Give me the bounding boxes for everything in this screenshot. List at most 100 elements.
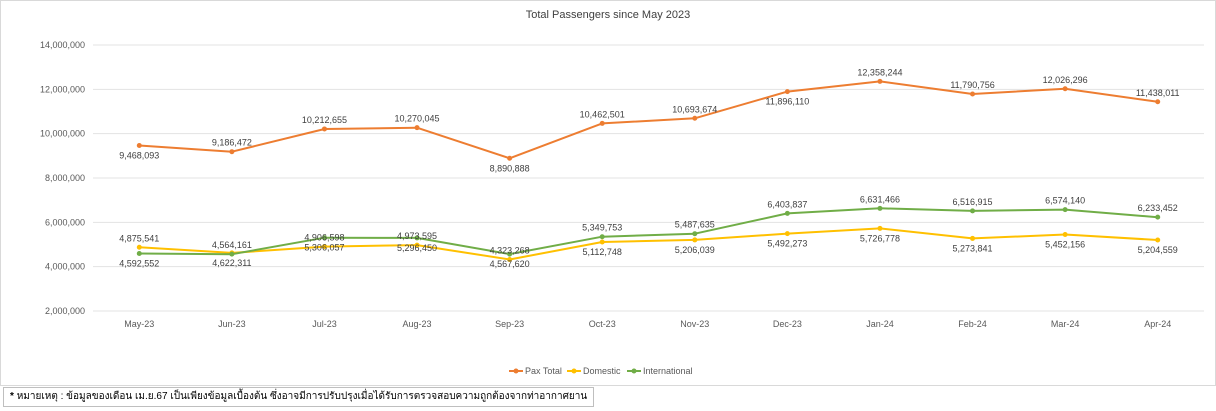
data-point: [136, 244, 142, 250]
data-point: [970, 208, 976, 214]
y-tick-label: 4,000,000: [45, 262, 85, 272]
data-label: 6,403,837: [767, 199, 807, 209]
x-tick-label: Apr-24: [1144, 319, 1171, 329]
x-tick-label: Mar-24: [1051, 319, 1080, 329]
y-tick-label: 14,000,000: [40, 40, 85, 50]
footnote-marker: *: [10, 391, 14, 402]
data-label: 10,462,501: [580, 109, 625, 119]
data-point: [692, 231, 698, 237]
data-point: [1155, 99, 1161, 105]
data-label: 12,358,244: [857, 67, 902, 77]
data-point: [229, 251, 235, 257]
data-label: 5,726,778: [860, 233, 900, 243]
data-label: 4,323,268: [490, 246, 530, 256]
x-tick-label: Jul-23: [312, 319, 337, 329]
data-point: [784, 231, 790, 237]
data-point: [1062, 207, 1068, 213]
x-tick-label: May-23: [124, 319, 154, 329]
data-label: 9,186,472: [212, 138, 252, 148]
data-label: 4,906,598: [304, 233, 344, 243]
series-line-domestic: [139, 227, 1158, 261]
data-point: [877, 205, 883, 211]
data-label: 5,112,748: [583, 247, 622, 257]
data-point: [414, 235, 420, 241]
data-point: [784, 89, 790, 95]
data-label: 6,631,466: [860, 194, 900, 204]
data-point: [1155, 237, 1161, 243]
data-labels: 9,468,093 9,186,472 10,212,655 10,270,045 8,…: [119, 67, 1179, 269]
legend-label: Pax Total: [525, 366, 562, 376]
data-label: 12,026,296: [1043, 75, 1088, 85]
y-tick-label: 2,000,000: [45, 306, 85, 316]
legend-marker: [631, 368, 637, 374]
legend-marker: [571, 368, 577, 374]
chart-title: Total Passengers since May 2023: [526, 9, 690, 21]
data-label: 5,492,273: [767, 239, 807, 249]
data-label: 4,567,620: [490, 259, 530, 269]
data-point: [1062, 86, 1068, 92]
x-tick-label: Oct-23: [589, 319, 616, 329]
data-label: 5,349,753: [582, 223, 622, 233]
data-label: 5,452,156: [1045, 239, 1085, 249]
data-label: 6,516,915: [953, 197, 993, 207]
x-tick-label: Feb-24: [958, 319, 987, 329]
line-chart: Total Passengers since May 2023 2,000,00…: [40, 9, 1204, 376]
data-point: [1062, 231, 1068, 237]
data-point: [321, 126, 327, 132]
data-label: 4,592,552: [119, 259, 159, 269]
data-point: [599, 120, 605, 126]
data-point: [321, 235, 327, 241]
data-label: 10,270,045: [395, 114, 440, 124]
data-point: [877, 78, 883, 84]
data-point: [1155, 214, 1161, 220]
x-tick-label: Jun-23: [218, 319, 246, 329]
data-label: 5,206,039: [675, 245, 715, 255]
data-label: 4,622,311: [212, 258, 251, 268]
x-tick-label: Sep-23: [495, 319, 524, 329]
data-label: 11,790,756: [950, 80, 994, 90]
data-label: 5,306,057: [304, 243, 344, 253]
data-label: 10,693,674: [672, 104, 717, 114]
data-point: [136, 142, 142, 148]
data-point: [692, 115, 698, 121]
data-point: [507, 251, 513, 257]
data-label: 10,212,655: [302, 115, 347, 125]
data-point: [507, 155, 513, 161]
gridlines: [93, 44, 1204, 312]
x-tick-label: Jan-24: [866, 319, 894, 329]
y-tick-label: 6,000,000: [45, 217, 85, 227]
y-tick-label: 10,000,000: [40, 129, 85, 139]
data-point: [136, 251, 142, 257]
data-label: 5,204,559: [1138, 245, 1178, 255]
data-point: [321, 244, 327, 250]
legend-marker: [513, 368, 519, 374]
data-point: [507, 257, 513, 263]
data-point: [877, 225, 883, 231]
series-line-international: [139, 207, 1158, 256]
data-label: 8,890,888: [490, 163, 530, 173]
data-label: 11,896,110: [766, 97, 810, 107]
x-tick-label: Aug-23: [403, 319, 432, 329]
x-axis: May-23 Jun-23 Jul-23 Aug-23 Sep-23 Oct-23 Nov-…: [124, 319, 1171, 329]
series-line-pax-total: [139, 80, 1158, 160]
data-point: [970, 235, 976, 241]
data-point: [692, 237, 698, 243]
data-label: 9,468,093: [119, 150, 159, 160]
data-label: 4,973,595: [397, 231, 437, 241]
legend-label: International: [643, 366, 693, 376]
y-tick-label: 8,000,000: [45, 173, 85, 183]
data-label: 5,296,450: [397, 243, 437, 253]
footnote: * หมายเหตุ : ข้อมูลของเดือน เม.ย.67 เป็น…: [3, 387, 595, 407]
legend-label: Domestic: [583, 366, 621, 376]
data-label: 4,564,161: [212, 240, 252, 250]
data-point: [599, 239, 605, 245]
data-point: [970, 91, 976, 97]
footnote-text: หมายเหตุ : ข้อมูลของเดือน เม.ย.67 เป็นเพ…: [16, 391, 588, 402]
data-label: 6,233,452: [1138, 203, 1178, 213]
data-point: [414, 125, 420, 131]
data-label: 4,875,541: [119, 233, 159, 243]
data-label: 6,574,140: [1045, 196, 1085, 206]
legend: Pax Total Domestic International: [509, 366, 693, 376]
series-lines: [136, 78, 1161, 263]
x-tick-label: Nov-23: [680, 319, 709, 329]
